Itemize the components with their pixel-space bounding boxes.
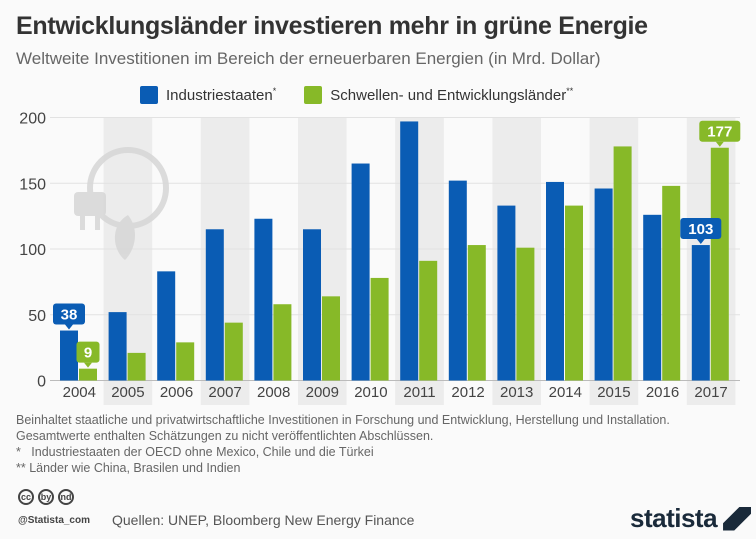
statista-logo[interactable]: statista xyxy=(630,503,752,534)
bar-industriestaaten xyxy=(303,229,321,381)
legend-swatch xyxy=(304,86,323,104)
bar-industriestaaten xyxy=(351,163,370,381)
x-tick-label: 2013 xyxy=(500,384,533,401)
data-label-pointer xyxy=(84,362,92,368)
twitter-handle[interactable]: @Statista_com xyxy=(18,515,90,526)
legend: Industriestaaten* Schwellen- und Entwick… xyxy=(140,86,573,104)
license-icons[interactable]: cc by nd xyxy=(18,489,74,505)
x-tick-label: 2008 xyxy=(257,384,290,401)
note: Beinhaltet staatliche und privatwirtscha… xyxy=(16,413,670,427)
bar-schwellenlaender xyxy=(613,146,632,381)
x-tick-label: 2004 xyxy=(63,384,96,401)
data-label-box xyxy=(680,218,722,240)
bar-industriestaaten xyxy=(497,205,516,381)
bar-schwellenlaender xyxy=(467,245,486,381)
legend-label: Industriestaaten* xyxy=(166,86,277,104)
bar-industriestaaten xyxy=(546,181,564,381)
bar-schwellenlaender xyxy=(322,296,340,381)
bar-schwellenlaender xyxy=(224,322,243,381)
bar-schwellenlaender xyxy=(565,205,583,381)
source: Quellen: UNEP, Bloomberg New Energy Fina… xyxy=(112,512,415,528)
bar-schwellenlaender xyxy=(176,342,195,381)
bar-chart: 2004 2005 2006 2007 2008 2009 2010 2011 2012 2013… xyxy=(19,111,741,405)
bar-schwellenlaender xyxy=(710,147,729,381)
x-tick-label: 2007 xyxy=(208,384,241,401)
x-tick-label: 2006 xyxy=(160,384,193,401)
data-label-pointer xyxy=(696,239,705,245)
bar-industriestaaten xyxy=(691,245,710,381)
x-tick-label: 2016 xyxy=(646,384,679,401)
bar-schwellenlaender xyxy=(419,260,438,381)
note: Gesamtwerte enthalten Schätzungen zu nic… xyxy=(16,429,434,443)
bar-schwellenlaender xyxy=(516,247,535,381)
note: * Industriestaaten der OECD ohne Mexico,… xyxy=(16,445,374,459)
bar-industriestaaten xyxy=(400,121,419,381)
bar-industriestaaten xyxy=(254,218,273,381)
y-tick-label: 0 xyxy=(37,374,46,391)
bar-schwellenlaender xyxy=(79,368,97,381)
data-label-box xyxy=(699,120,741,142)
data-label: 177 xyxy=(707,124,732,141)
by-icon: by xyxy=(38,489,54,505)
plug-leaf-icon xyxy=(74,147,169,260)
bar-industriestaaten xyxy=(60,330,78,381)
x-tick-label: 2017 xyxy=(694,384,727,401)
y-tick-label: 100 xyxy=(19,242,46,259)
bar-industriestaaten xyxy=(157,271,176,381)
x-tick-label: 2012 xyxy=(451,384,484,401)
footnotes: Beinhaltet staatliche und privatwirtscha… xyxy=(16,412,670,476)
bar-schwellenlaender xyxy=(127,352,146,381)
legend-swatch xyxy=(140,86,158,104)
bar-industriestaaten xyxy=(594,188,613,381)
bar-industriestaaten xyxy=(643,214,662,381)
data-label: 38 xyxy=(61,307,78,324)
y-tick-label: 150 xyxy=(19,176,46,193)
x-tick-label: 2009 xyxy=(306,384,339,401)
x-tick-label: 2010 xyxy=(354,384,387,401)
y-tick-label: 50 xyxy=(28,308,46,325)
nd-icon: nd xyxy=(58,489,74,505)
data-label-box xyxy=(76,341,100,363)
bar-industriestaaten xyxy=(448,180,467,381)
data-label: 103 xyxy=(688,221,713,238)
statista-logo-mark-icon xyxy=(723,506,752,531)
data-label-pointer xyxy=(65,324,73,330)
x-tick-label: 2011 xyxy=(403,384,435,401)
legend-label: Schwellen- und Entwicklungsländer** xyxy=(330,86,574,104)
note: ** Länder wie China, Brasilen und Indien xyxy=(16,461,241,475)
legend-item-schwellenlaender: Schwellen- und Entwicklungsländer** xyxy=(304,86,573,104)
bar-industriestaaten xyxy=(108,312,127,381)
data-label: 9 xyxy=(84,345,92,362)
data-label-box xyxy=(53,303,85,325)
x-tick-label: 2015 xyxy=(597,384,630,401)
bar-industriestaaten xyxy=(205,229,224,381)
x-tick-label: 2005 xyxy=(111,384,144,401)
cc-icon: cc xyxy=(18,489,34,505)
bar-schwellenlaender xyxy=(662,185,681,381)
y-tick-label: 200 xyxy=(19,111,46,128)
page-title: Entwicklungsländer investieren mehr in g… xyxy=(16,12,648,40)
data-label-pointer xyxy=(715,141,724,147)
bar-schwellenlaender xyxy=(370,277,389,381)
bar-schwellenlaender xyxy=(273,304,292,381)
x-tick-label: 2014 xyxy=(549,384,582,401)
subtitle: Weltweite Investitionen im Bereich der e… xyxy=(16,49,601,68)
legend-item-industriestaaten: Industriestaaten* xyxy=(140,86,276,104)
